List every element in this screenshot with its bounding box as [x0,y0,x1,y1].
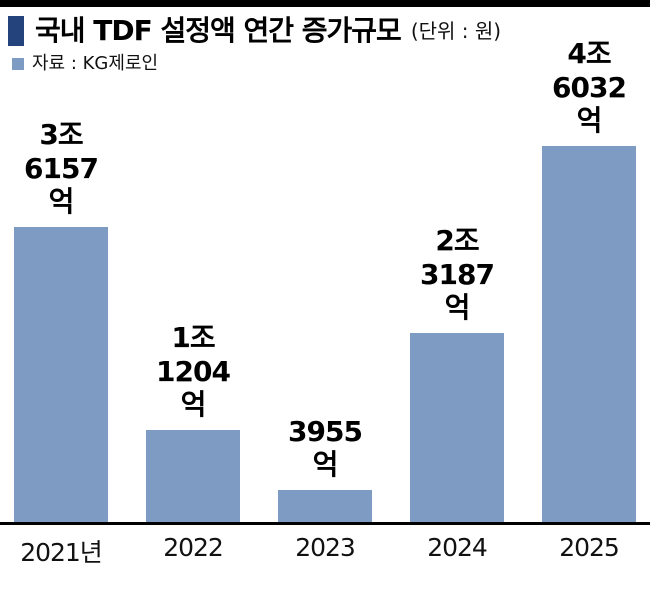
x-axis-label-2024: 2024 [427,533,488,562]
x-axis-label-2022: 2022 [163,533,224,562]
bar-2023 [278,490,372,522]
source-row: 자료 : KG제로인 [0,46,650,73]
bar-2021 [14,227,108,522]
bar-value-label: 3조 6157억 [24,118,99,219]
x-axis-label-2023: 2023 [295,533,356,562]
bar-2025 [542,146,636,522]
bar-value-label: 4조 6032억 [552,37,627,138]
chart-title: 국내 TDF 설정액 연간 증가규모 [35,14,402,47]
source-bullet-square [12,58,24,70]
unit-label: (단위 : 원) [410,19,502,43]
bar-column-2022: 1조 1204억 [146,321,240,522]
title-bullet-square [8,16,24,46]
bar-chart-area: 3조 6157억 1조 1204억 3955억 2조 3187억 4조 6032… [0,37,650,525]
bar-column-2025: 4조 6032억 [542,37,636,522]
x-axis-labels: 2021년 2022 2023 2024 2025 [0,525,650,569]
bar-column-2024: 2조 3187억 [410,224,504,522]
chart-header: 국내 TDF 설정액 연간 증가규모 (단위 : 원) [0,7,650,46]
x-axis-label-2021: 2021년 [20,538,103,567]
source-label: 자료 : KG제로인 [32,53,159,74]
top-border-rule [0,0,650,7]
bar-2022 [146,430,240,522]
bar-value-label: 1조 1204억 [156,321,231,422]
bar-column-2023: 3955억 [278,415,372,522]
bar-column-2021: 3조 6157억 [14,118,108,522]
bar-value-label: 2조 3187억 [420,224,495,325]
bar-2024 [410,333,504,522]
x-axis-label-2025: 2025 [559,533,620,562]
bar-value-label: 3955억 [288,414,363,482]
